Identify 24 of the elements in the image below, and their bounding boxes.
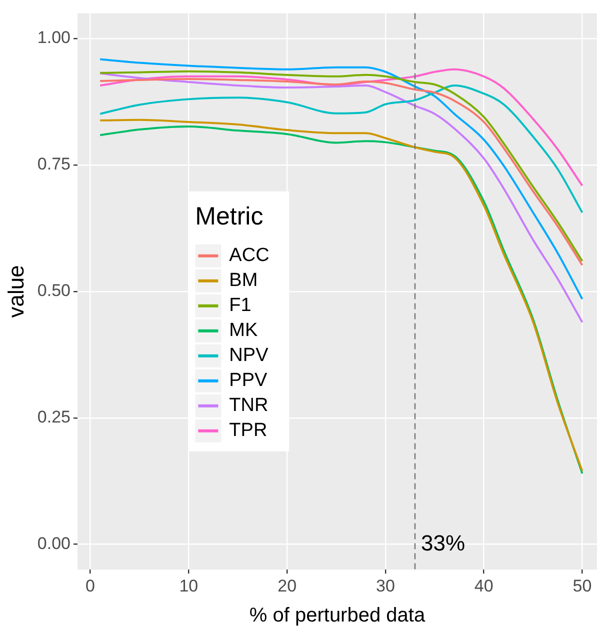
- y-tick-label: 0.50: [37, 281, 70, 300]
- legend-title: Metric: [195, 202, 264, 230]
- legend-label: BM: [229, 270, 258, 292]
- legend-label: NPV: [229, 345, 269, 366]
- legend-label: F1: [229, 295, 252, 316]
- legend-label: MK: [229, 320, 258, 342]
- x-tick-label: 20: [278, 576, 297, 596]
- y-tick-label: 1.00: [37, 28, 70, 48]
- line-series: [99, 68, 584, 187]
- legend-label: TPR: [229, 420, 268, 442]
- annotation: 33%: [420, 530, 466, 556]
- y-tick-label: 0.75: [37, 154, 70, 174]
- legend-label: PPV: [229, 370, 268, 392]
- x-tick-label: 10: [179, 576, 198, 596]
- y-tick-label: 0.00: [37, 534, 70, 553]
- x-axis-title: % of perturbed data: [249, 604, 426, 627]
- x-tick-label: 30: [376, 576, 395, 596]
- legend-label: TNR: [229, 395, 268, 416]
- x-tick-label: 40: [474, 576, 494, 596]
- legend-label: ACC: [229, 245, 270, 266]
- x-tick-label: 50: [572, 576, 592, 596]
- y-axis-title: value: [3, 265, 28, 318]
- x-tick-label: 0: [86, 576, 96, 596]
- y-tick-label: 0.25: [37, 408, 70, 427]
